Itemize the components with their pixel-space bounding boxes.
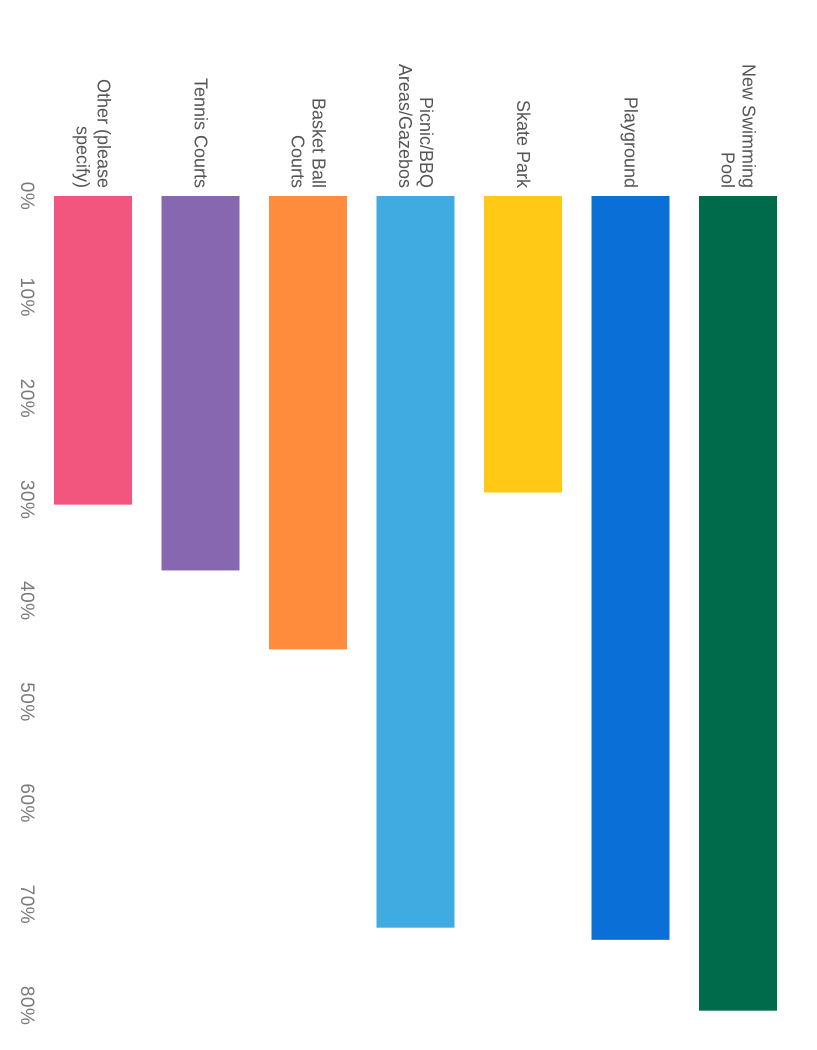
tick-label: 40% — [16, 581, 37, 621]
category-label: Basket BallCourts — [288, 98, 329, 188]
category-labels: New SwimmingPool Playground Skate Park Picn… — [73, 64, 759, 189]
rotated-plot: New SwimmingPool Playground Skate Park Picn… — [16, 64, 777, 1025]
bar — [161, 196, 240, 571]
tick-label: 70% — [16, 885, 37, 925]
category-label: Picnic/BBQAreas/Gazebos — [395, 64, 436, 188]
bar — [269, 196, 347, 650]
tick-label: 0% — [16, 182, 37, 210]
bar — [699, 196, 777, 1011]
tick-label: 20% — [16, 379, 37, 419]
category-label: New SwimmingPool — [718, 64, 759, 188]
category-label: Other (pleasespecify) — [73, 79, 114, 188]
tick-label: 30% — [16, 480, 37, 520]
bar — [591, 196, 670, 940]
axis-tick-labels: 0% 10% 20% 30% 40% 50% 60% 70% 80% — [16, 182, 37, 1026]
tick-label: 80% — [16, 986, 37, 1026]
tick-label: 60% — [16, 783, 37, 823]
category-label: Playground — [621, 97, 641, 188]
tick-label: 10% — [16, 277, 37, 317]
bar — [54, 196, 132, 505]
tick-label: 50% — [16, 682, 37, 722]
bars — [54, 196, 777, 1011]
bar — [484, 196, 562, 493]
category-label: Skate Park — [513, 100, 533, 189]
bar — [376, 196, 455, 928]
category-label: Tennis Courts — [191, 78, 211, 188]
